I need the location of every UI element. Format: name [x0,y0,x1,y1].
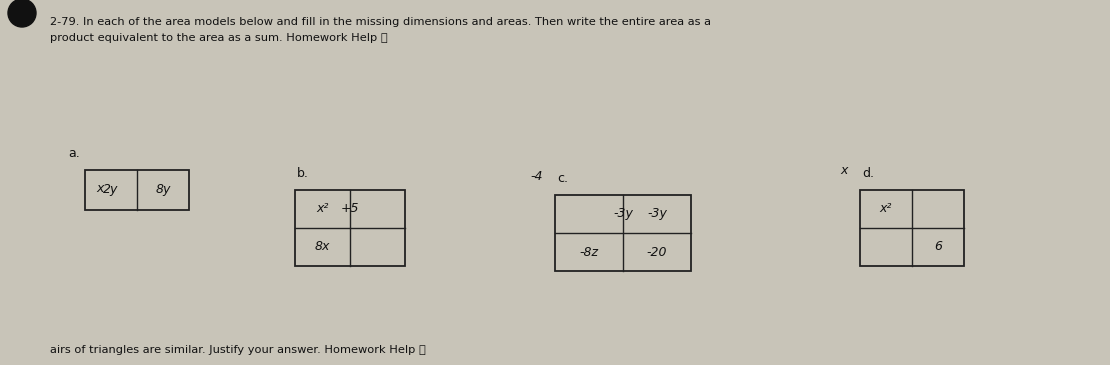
Text: -8z: -8z [579,246,598,258]
Text: x: x [97,182,103,195]
Text: -20: -20 [647,246,667,258]
Text: -4: -4 [531,169,543,182]
Bar [85,170,189,210]
Bar [860,190,963,266]
Text: 8x: 8x [315,241,330,254]
Text: d.: d. [862,167,874,180]
Text: -3y: -3y [613,207,633,220]
Text: 8y: 8y [155,184,171,196]
Text: x²: x² [316,203,329,215]
Text: -3y: -3y [647,207,667,220]
Text: airs of triangles are similar. Justify your answer. Homework Help ⓘ: airs of triangles are similar. Justify y… [50,345,426,355]
Text: +5: +5 [341,202,360,215]
Text: b.: b. [297,167,309,180]
Text: x: x [840,165,848,177]
Bar [555,195,692,271]
Bar [295,190,405,266]
Text: 6: 6 [934,241,942,254]
Text: x²: x² [880,203,892,215]
Circle shape [8,0,36,27]
Text: product equivalent to the area as a sum. Homework Help ⓘ: product equivalent to the area as a sum.… [50,33,387,43]
Text: c.: c. [557,172,568,185]
Text: 2-79. In each of the area models below and fill in the missing dimensions and ar: 2-79. In each of the area models below a… [50,17,712,27]
Text: a.: a. [68,147,80,160]
Text: 2y: 2y [103,184,119,196]
